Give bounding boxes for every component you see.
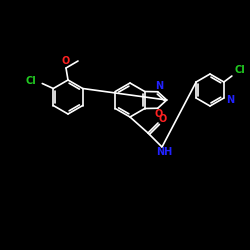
Text: NH: NH xyxy=(156,147,172,157)
Text: O: O xyxy=(154,109,163,119)
Text: N: N xyxy=(155,81,163,91)
Text: O: O xyxy=(159,114,167,124)
Text: Cl: Cl xyxy=(234,65,245,75)
Text: Cl: Cl xyxy=(26,76,37,86)
Text: N: N xyxy=(226,95,234,105)
Text: O: O xyxy=(62,56,70,66)
